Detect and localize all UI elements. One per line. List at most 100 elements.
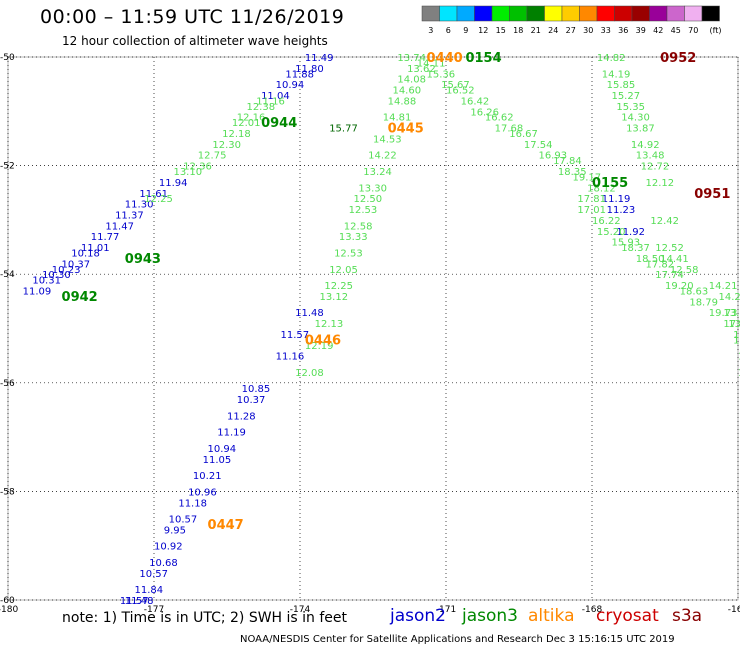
legend-cryosat: cryosat [596,606,659,626]
scale-label: 33 [601,26,611,35]
wave-height-value: 12.53 [334,248,363,259]
pass-time-label: 0154 [465,51,501,66]
wave-height-value: 11.01 [81,243,110,254]
scale-label: 6 [446,26,451,35]
scale-label: 9 [463,26,468,35]
wave-height-value: 11.48 [125,596,154,607]
wave-height-value: 13.87 [626,124,655,135]
wave-height-value: 13.33 [339,232,368,243]
legend-s3a: s3a [672,606,703,626]
wave-height-value: 10.94 [208,444,237,455]
x-tick-label: -168 [582,605,603,615]
wave-height-value: 16.67 [509,129,538,140]
pass-time-label: 0440 [427,51,463,66]
wave-height-value: 12.25 [324,281,353,292]
wave-height-value: 13.12 [319,292,348,303]
wave-height-value: 11.48 [295,308,324,319]
wave-height-value: 12.05 [329,265,358,276]
scale-label: 21 [531,26,541,35]
wave-height-value: 12.36 [183,162,212,173]
wave-height-value: 12.52 [655,243,684,254]
wave-height-value: 19.73 [709,308,738,319]
wave-height-value: 16.52 [446,86,475,97]
wave-height-value: 18.50 [636,254,665,265]
wave-height-value: 15.35 [616,102,645,113]
scale-label: 24 [548,26,558,35]
scale-label: 3 [428,26,433,35]
wave-height-value: 15.67 [441,80,470,91]
wave-height-value: 15.93 [611,238,640,249]
wave-height-value: 11.19 [602,194,631,205]
scale-label: 70 [688,26,698,35]
wave-height-value: 17.81 [577,194,606,205]
wave-height-value: 11.18 [178,498,207,509]
pass-time-label: 0445 [388,122,424,137]
wave-height-value: 10.57 [139,569,168,580]
wave-height-value: 19.17 [573,172,602,183]
wave-height-value: 18.38 [733,330,740,341]
wave-height-value: 10.94 [276,80,305,91]
scale-label: 27 [566,26,576,35]
wave-height-value: 13.25 [728,319,740,330]
pass-time-label: 0944 [261,116,297,131]
pass-time-label: 0446 [305,333,341,348]
x-tick-label: -165 [728,605,740,615]
wave-height-value: 12.16 [237,113,266,124]
wave-height-value: 15.20 [597,227,626,238]
wave-height-value: 12.13 [315,319,344,330]
wave-height-value: 19.20 [665,281,694,292]
y-tick-label: -60 [0,596,15,606]
wave-height-value: 10.21 [193,471,222,482]
wave-height-value: 10.30 [42,270,71,281]
wave-height-value: 11.77 [91,232,120,243]
wave-height-value: 10.18 [71,248,100,259]
wave-height-value: 13.24 [363,167,392,178]
page-subtitle: 12 hour collection of altimeter wave hei… [62,34,328,48]
pass-time-label: 0943 [125,252,161,267]
wave-height-value: 14.92 [631,140,660,151]
wave-height-value: 14.19 [602,69,631,80]
wave-height-value: 11.57 [120,596,149,607]
wave-height-value: 12.50 [354,194,383,205]
wave-height-value: 11.19 [217,428,246,439]
wave-height-value: 10.68 [149,558,178,569]
x-tick-label: -174 [290,605,311,615]
wave-height-value: 17.01 [577,205,606,216]
wave-height-value: 11.28 [227,411,256,422]
wave-height-value: 11.49 [305,53,334,64]
y-tick-label: -50 [0,53,15,63]
note-text: note: 1) Time is in UTC; 2) SWH is in fe… [62,610,348,626]
wave-height-value: 13.48 [636,151,665,162]
x-tick-label: -180 [0,605,18,615]
wave-height-value: 14.60 [392,86,421,97]
wave-height-value: 18.79 [689,297,718,308]
wave-height-value: 10.37 [237,395,266,406]
wave-height-value: 10.37 [62,259,91,270]
page-title: 00:00 – 11:59 UTC 11/26/2019 [40,6,345,28]
wave-height-value: 16.22 [592,216,621,227]
wave-height-value: 15.33 [738,368,740,379]
x-tick-label: -177 [144,605,164,615]
wave-height-value: 17.82 [646,259,675,270]
x-tick-label: -171 [436,605,456,615]
scale-label: 45 [671,26,681,35]
wave-height-value: 17.74 [655,270,684,281]
wave-height-value: 18.12 [587,183,616,194]
wave-height-value: 15.85 [607,80,636,91]
wave-height-value: 13.37 [738,352,740,363]
wave-height-value: 11.23 [607,205,636,216]
y-tick-label: -58 [0,487,15,497]
scale-label: 12 [478,26,488,35]
wave-height-value: 14.41 [660,254,689,265]
legend-jason2: jason2 [390,606,446,626]
wave-height-value: 11.61 [139,189,168,200]
wave-height-value: 18.37 [621,243,650,254]
wave-height-value: 11.05 [203,455,232,466]
wave-height-value: 14.88 [388,96,417,107]
scale-label: 15 [496,26,506,35]
wave-height-value: 14.81 [383,113,412,124]
wave-height-value: 12.42 [650,216,679,227]
wave-height-value: 11.94 [159,178,188,189]
